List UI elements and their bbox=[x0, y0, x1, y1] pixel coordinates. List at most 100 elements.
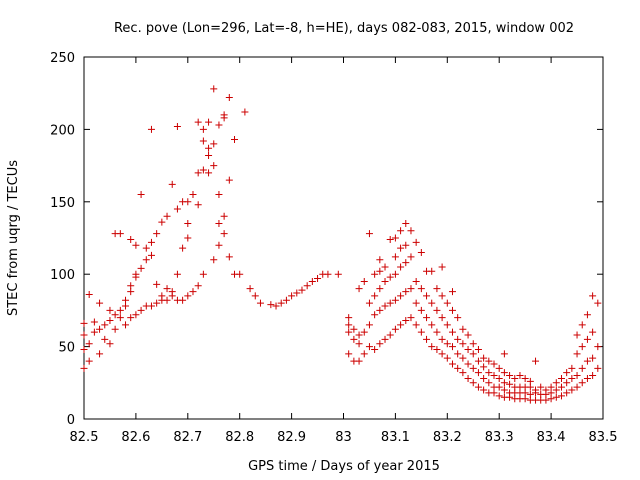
data-point bbox=[205, 118, 213, 126]
data-point bbox=[293, 289, 301, 297]
data-point bbox=[391, 234, 399, 242]
data-point bbox=[464, 360, 472, 368]
data-point bbox=[147, 125, 155, 133]
data-point bbox=[583, 374, 591, 382]
x-tick-label: 82.5 bbox=[70, 430, 99, 445]
data-point bbox=[423, 335, 431, 343]
data-point bbox=[334, 270, 342, 278]
data-points bbox=[80, 85, 602, 404]
data-point bbox=[568, 374, 576, 382]
data-point bbox=[194, 169, 202, 177]
data-point bbox=[96, 325, 104, 333]
plot-frame bbox=[83, 56, 604, 420]
data-point bbox=[381, 335, 389, 343]
data-point bbox=[464, 331, 472, 339]
data-point bbox=[236, 270, 244, 278]
data-point bbox=[173, 270, 181, 278]
data-point bbox=[85, 290, 93, 298]
data-point bbox=[267, 301, 275, 309]
data-point bbox=[147, 251, 155, 259]
data-point bbox=[391, 296, 399, 304]
data-point bbox=[474, 383, 482, 391]
data-point bbox=[215, 191, 223, 199]
data-point bbox=[199, 270, 207, 278]
data-point bbox=[428, 267, 436, 275]
x-tick-label: 83.5 bbox=[589, 430, 618, 445]
data-point bbox=[573, 350, 581, 358]
data-point bbox=[506, 380, 514, 388]
data-point bbox=[381, 277, 389, 285]
data-point bbox=[225, 176, 233, 184]
data-point bbox=[557, 383, 565, 391]
data-point bbox=[96, 350, 104, 358]
data-point bbox=[199, 137, 207, 145]
data-point bbox=[308, 277, 316, 285]
data-point bbox=[194, 118, 202, 126]
data-point bbox=[391, 253, 399, 261]
data-point bbox=[490, 372, 498, 380]
data-point bbox=[532, 357, 540, 365]
data-point bbox=[111, 325, 119, 333]
data-point bbox=[563, 389, 571, 397]
data-point bbox=[376, 340, 384, 348]
data-point bbox=[480, 363, 488, 371]
data-point bbox=[412, 277, 420, 285]
data-point bbox=[443, 299, 451, 307]
data-point bbox=[371, 270, 379, 278]
x-tick-label: 82.8 bbox=[225, 430, 254, 445]
data-point bbox=[402, 220, 410, 228]
data-point bbox=[272, 302, 280, 310]
data-point bbox=[578, 364, 586, 372]
data-point bbox=[122, 321, 130, 329]
data-point bbox=[127, 235, 135, 243]
data-point bbox=[407, 285, 415, 293]
data-point bbox=[532, 386, 540, 394]
data-point bbox=[589, 372, 597, 380]
data-point bbox=[371, 311, 379, 319]
data-point bbox=[443, 354, 451, 362]
x-tick-label: 83.3 bbox=[485, 430, 514, 445]
data-point bbox=[485, 379, 493, 387]
data-point bbox=[137, 264, 145, 272]
data-point bbox=[454, 364, 462, 372]
data-point bbox=[397, 321, 405, 329]
data-point bbox=[480, 374, 488, 382]
data-point bbox=[80, 331, 88, 339]
data-point bbox=[433, 306, 441, 314]
data-point bbox=[210, 85, 218, 93]
data-point bbox=[288, 292, 296, 300]
data-point bbox=[85, 340, 93, 348]
data-point bbox=[397, 244, 405, 252]
data-point bbox=[469, 379, 477, 387]
x-axis-label: GPS time / Days of year 2015 bbox=[248, 459, 440, 474]
data-point bbox=[205, 144, 213, 152]
data-point bbox=[568, 386, 576, 394]
y-tick-label: 150 bbox=[50, 196, 75, 211]
chart-title: Rec. pove (Lon=296, Lat=-8, h=HE), days … bbox=[114, 21, 574, 36]
data-point bbox=[485, 369, 493, 377]
data-point bbox=[526, 390, 534, 398]
data-point bbox=[163, 212, 171, 220]
data-point bbox=[500, 369, 508, 377]
data-point bbox=[127, 282, 135, 290]
data-point bbox=[184, 292, 192, 300]
data-point bbox=[205, 151, 213, 159]
data-point bbox=[386, 235, 394, 243]
data-point bbox=[355, 331, 363, 339]
data-point bbox=[552, 393, 560, 401]
data-point bbox=[116, 314, 124, 322]
data-point bbox=[438, 335, 446, 343]
data-point bbox=[485, 357, 493, 365]
data-point bbox=[547, 383, 555, 391]
data-point bbox=[459, 340, 467, 348]
data-point bbox=[459, 369, 467, 377]
data-point bbox=[506, 372, 514, 380]
data-point bbox=[225, 253, 233, 261]
data-point bbox=[365, 343, 373, 351]
data-point bbox=[303, 282, 311, 290]
data-point bbox=[407, 314, 415, 322]
data-point bbox=[345, 328, 353, 336]
data-point bbox=[220, 111, 228, 119]
data-point bbox=[578, 343, 586, 351]
data-point bbox=[469, 364, 477, 372]
